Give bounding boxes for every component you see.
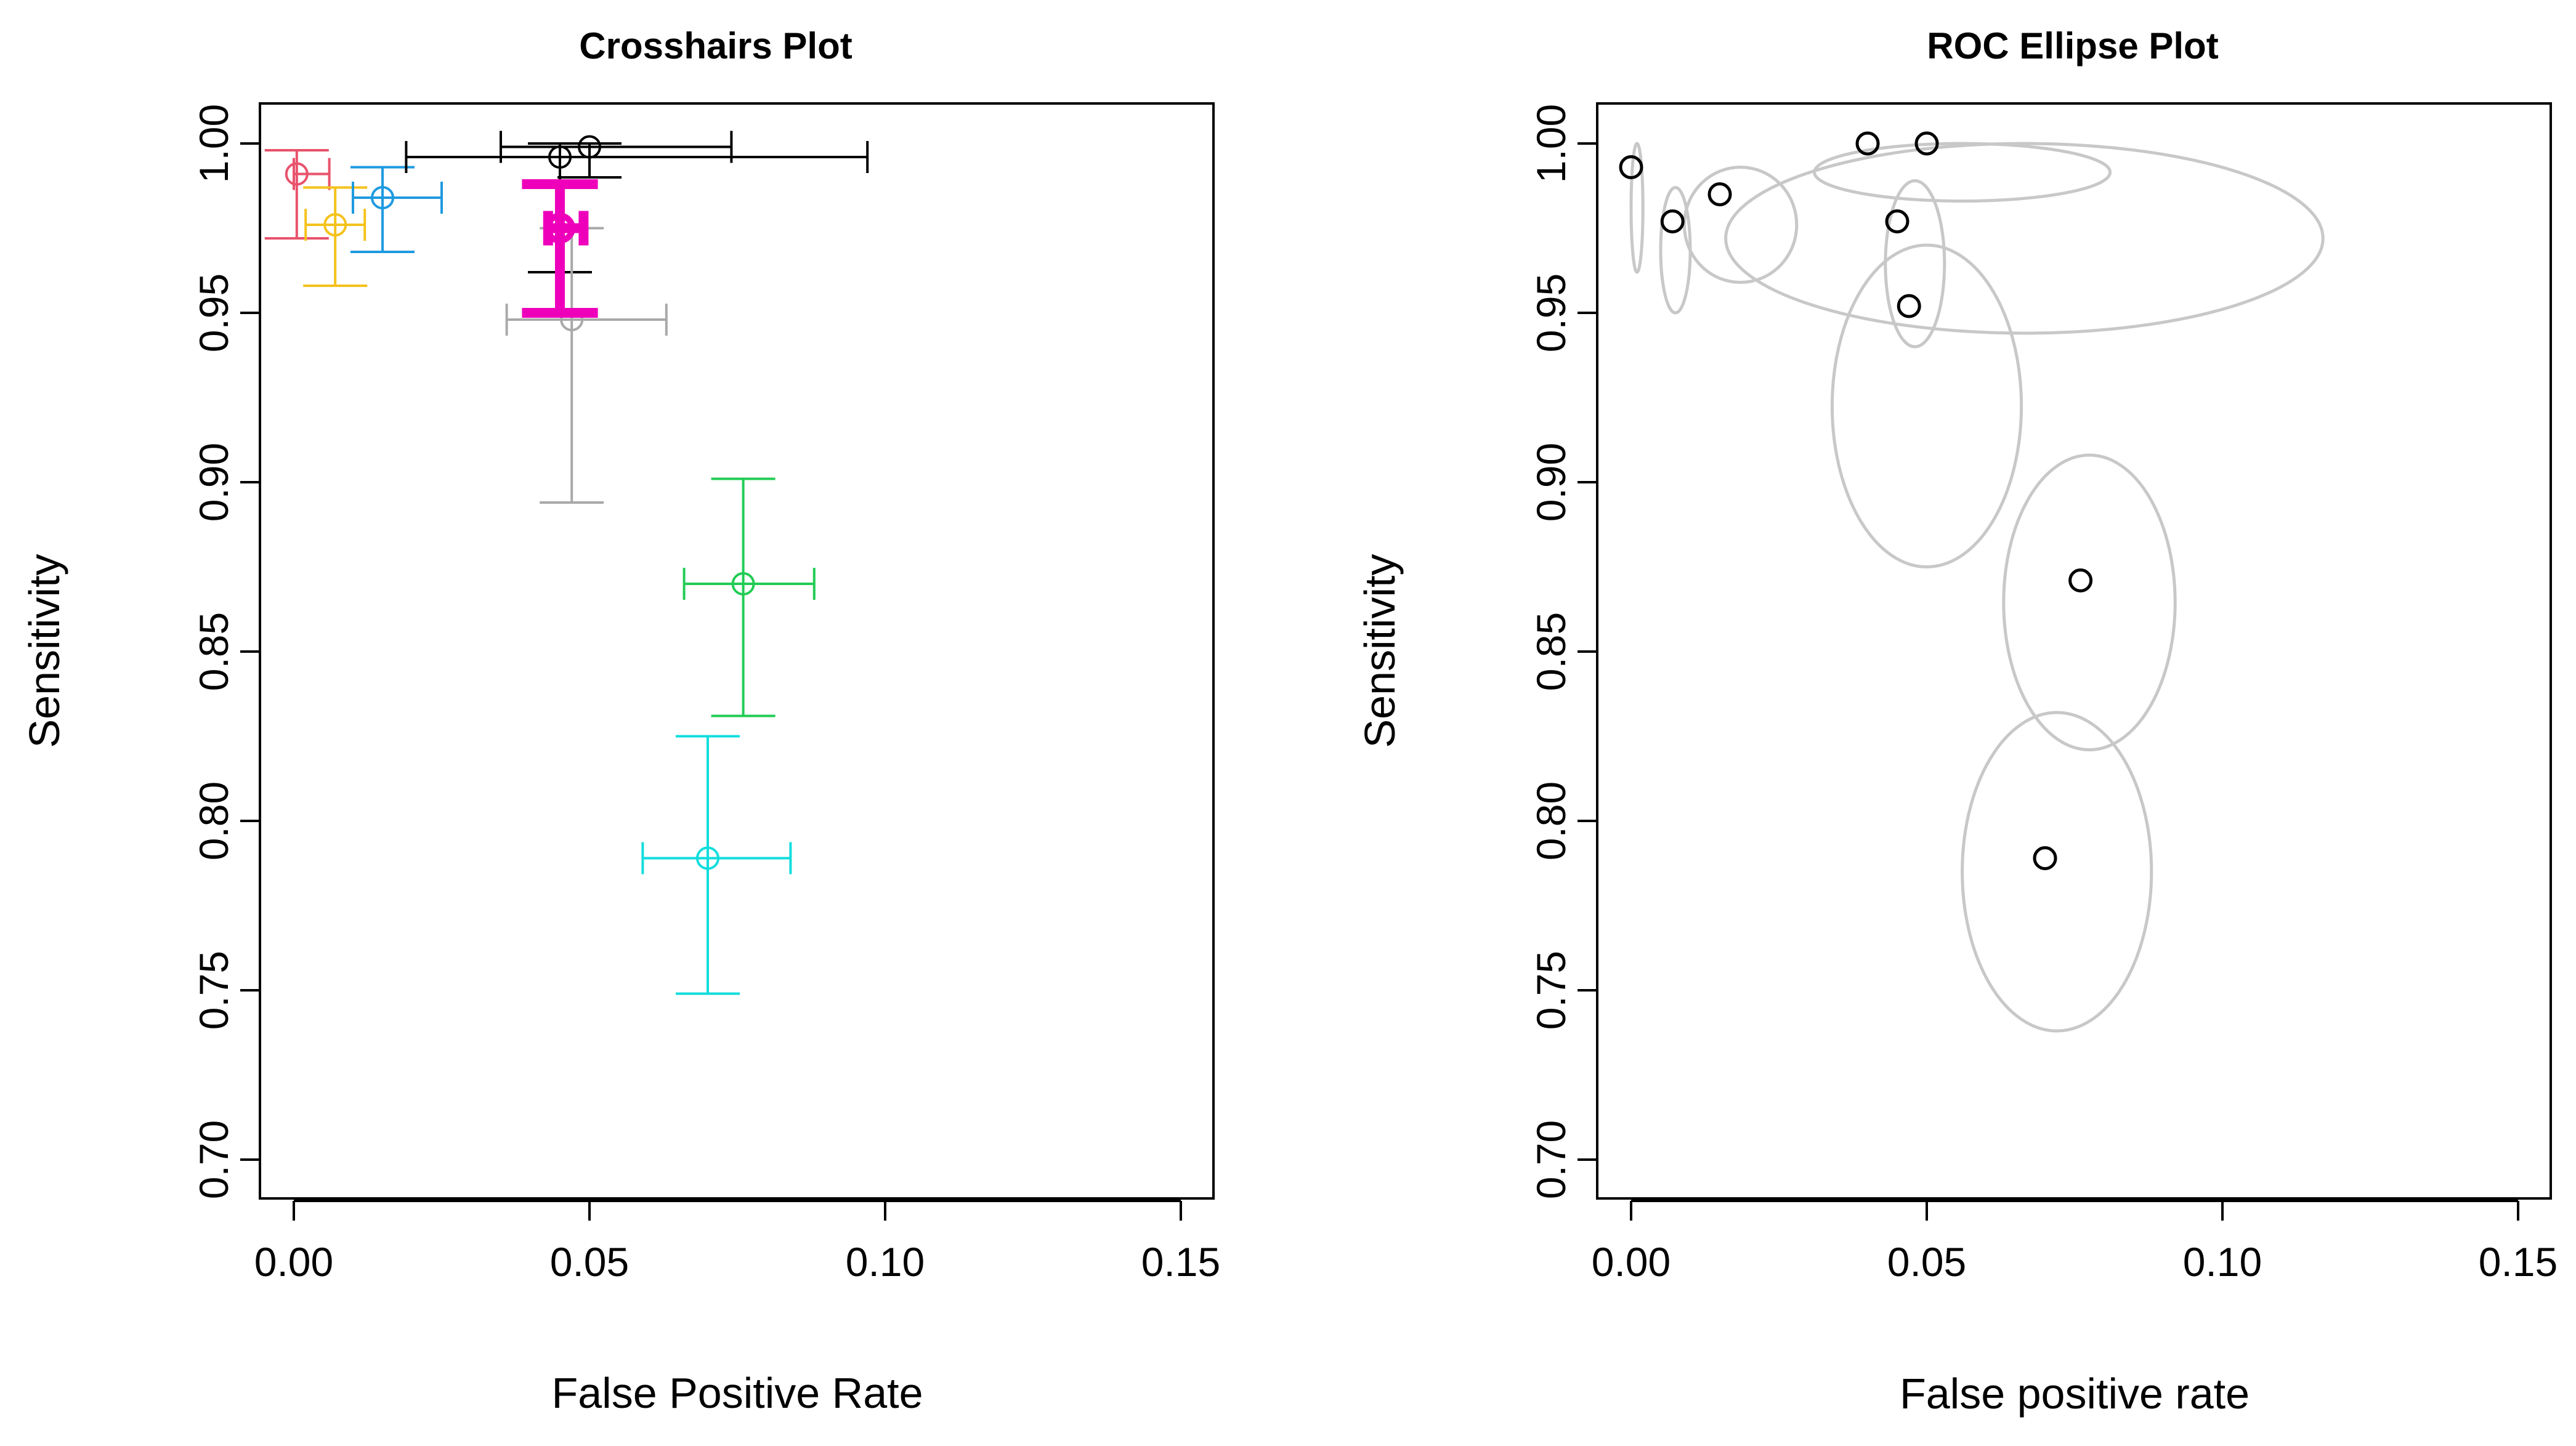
crosshairs-y-tick-label-0: 0.70 [191, 1120, 237, 1199]
crosshairs-axes: 0.00 0.05 0.10 0.15 0.70 0.75 0.80 0.85 0.90 0.95… [191, 104, 1220, 1285]
roc-point-3 [1855, 131, 1880, 156]
roc-ellipse-y-tick-label-1: 0.75 [1528, 951, 1574, 1030]
roc-point-2 [1707, 182, 1732, 206]
crosshair-study-9 [641, 735, 792, 995]
crosshairs-y-tick-label-1: 0.75 [191, 951, 237, 1030]
crosshairs-marks [264, 131, 869, 995]
crosshairs-panel: Crosshairs Plot 0.00 0.05 0.10 0.15 0.70 0.75… [20, 25, 1220, 1417]
roc-ellipse-x-tick-label-2: 0.10 [2183, 1239, 2262, 1285]
crosshairs-y-tick-label-2: 0.80 [191, 782, 237, 860]
roc-ellipse-y-tick-label-2: 0.80 [1528, 782, 1574, 860]
crosshair-point-study-8 [731, 572, 755, 596]
roc-ellipse-8 [1961, 711, 2153, 1033]
roc-point-7 [2068, 568, 2093, 592]
roc-ellipse-panel: ROC Ellipse Plot 0.00 0.05 0.10 0.15 0.70 0.7… [1356, 25, 2558, 1418]
roc-ellipse-x-tick-label-3: 0.15 [2479, 1239, 2558, 1285]
crosshair-study-2 [303, 186, 368, 287]
roc-point-5 [1885, 209, 1910, 233]
roc-ellipse-5 [1884, 179, 1946, 349]
crosshairs-y-tick-label-3: 0.85 [191, 612, 237, 691]
roc-ellipse-title: ROC Ellipse Plot [1927, 25, 2218, 67]
crosshair-point-study-3 [371, 186, 394, 209]
roc-ellipse-y-tick-label-0: 0.70 [1528, 1120, 1574, 1199]
crosshair-point-study-1 [285, 162, 309, 186]
crosshair-study-7 [522, 179, 598, 318]
roc-point-8 [2033, 846, 2057, 870]
roc-ellipse-y-axis-label: Sensitivity [1356, 554, 1404, 748]
roc-ellipse-4 [1813, 142, 2112, 203]
crosshairs-x-axis-label: False Positive Rate [551, 1369, 923, 1417]
crosshair-point-study-9 [696, 846, 719, 870]
roc-ellipse-7 [2002, 453, 2177, 751]
crosshairs-y-tick-label-6: 1.00 [191, 104, 237, 183]
crosshair-point-study-7 [545, 212, 575, 244]
roc-ellipse-x-tick-label-1: 0.05 [1887, 1239, 1966, 1285]
roc-point-1 [1660, 209, 1685, 233]
roc-ellipse-y-tick-label-5: 0.95 [1528, 273, 1574, 352]
crosshair-study-5 [500, 131, 733, 179]
roc-ellipse-0 [1629, 142, 1645, 274]
roc-ellipse-x-tick-label-0: 0.00 [1592, 1239, 1671, 1285]
crosshair-study-8 [682, 477, 816, 717]
roc-point-6 [1897, 294, 1921, 318]
roc-ellipse-y-tick-label-3: 0.85 [1528, 612, 1574, 691]
roc-ellipse-3 [1724, 142, 2325, 335]
roc-ellipse-2 [1682, 166, 1799, 284]
crosshair-study-1 [264, 149, 331, 240]
crosshairs-x-tick-label-3: 0.15 [1141, 1239, 1220, 1285]
crosshair-study-3 [350, 166, 443, 253]
crosshair-point-study-2 [323, 213, 347, 236]
crosshairs-x-tick-label-2: 0.10 [846, 1239, 925, 1285]
crosshairs-x-tick-label-1: 0.05 [550, 1239, 629, 1285]
roc-ellipse-x-axis-label: False positive rate [1900, 1370, 2250, 1418]
crosshairs-y-tick-label-4: 0.90 [191, 443, 237, 522]
crosshairs-y-tick-label-5: 0.95 [191, 273, 237, 352]
roc-point-4 [1914, 131, 1939, 156]
roc-point-0 [1619, 155, 1643, 179]
roc-ellipse-y-tick-label-6: 1.00 [1528, 104, 1574, 183]
roc-ellipse-y-tick-label-4: 0.90 [1528, 443, 1574, 522]
roc-ellipse-axes: 0.00 0.05 0.10 0.15 0.70 0.75 0.80 0.85 0.90 0.95… [1528, 104, 2558, 1285]
crosshairs-title: Crosshairs Plot [579, 25, 852, 67]
crosshairs-y-axis-label: Sensitivity [20, 554, 68, 748]
crosshair-point-study-5 [578, 135, 601, 159]
roc-ellipse-6 [1830, 243, 2023, 568]
roc-ellipse-marks [1619, 131, 2325, 1033]
crosshairs-x-tick-label-0: 0.00 [254, 1239, 333, 1285]
